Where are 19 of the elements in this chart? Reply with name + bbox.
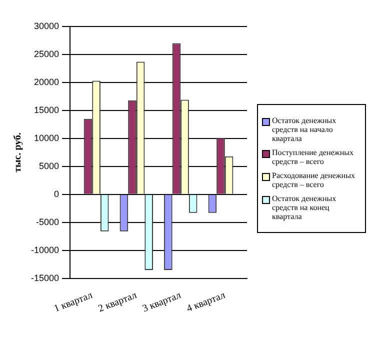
x-tick-label: 1 квартал [52, 290, 94, 315]
y-tick-label: 30000 [34, 20, 60, 31]
x-tick-label: 3 квартал [141, 290, 183, 315]
y-tick-label: 10000 [34, 132, 60, 143]
y-tick-label: 5000 [38, 160, 60, 171]
x-tick-label: 4 квартал [185, 290, 227, 315]
legend-label: Остаток денежных средств на начало квартала [272, 116, 338, 142]
y-tick-label: 15000 [34, 104, 60, 115]
y-tick-label: 20000 [34, 76, 60, 87]
y-tick-label: 0 [54, 188, 60, 199]
legend-label: Расходование денежных средств – всего [272, 170, 356, 188]
y-axis-title: тыс. руб. [12, 132, 24, 172]
legend-label: Поступление денежных средств – всего [272, 148, 354, 166]
y-tick-label: -5000 [36, 216, 60, 227]
y-tick-label: -10000 [30, 244, 60, 255]
y-tick-label: 25000 [34, 48, 60, 59]
y-tick-label: -15000 [30, 272, 60, 283]
x-tick-label: 2 квартал [96, 290, 138, 315]
legend-label: Остаток денежных средств на конец квартала [272, 194, 338, 220]
